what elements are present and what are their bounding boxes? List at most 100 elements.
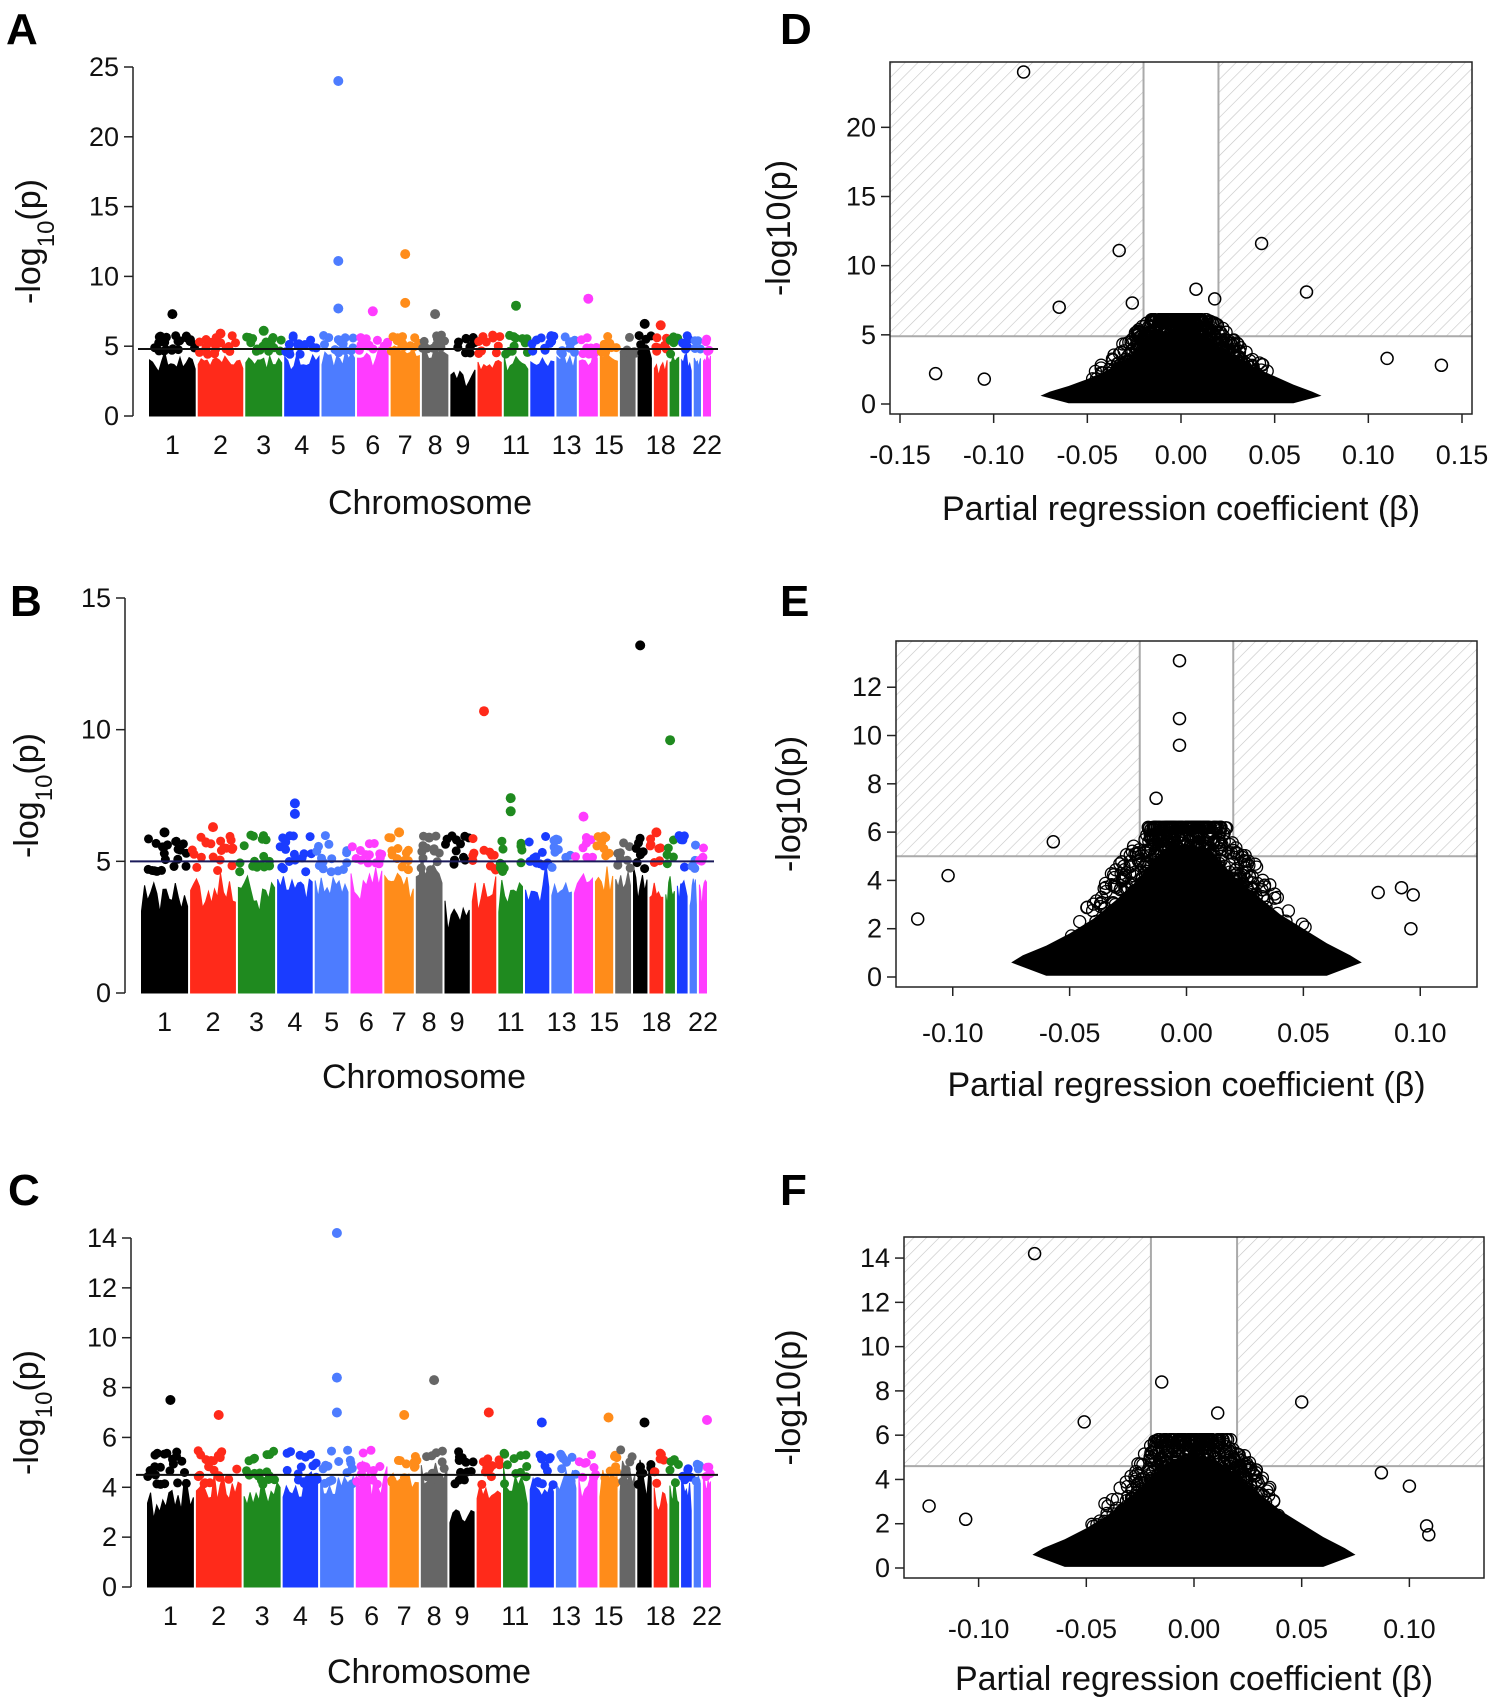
data-point bbox=[284, 346, 294, 356]
data-point bbox=[1158, 337, 1172, 352]
y-tick-label: 0 bbox=[102, 1572, 117, 1602]
highlighted-point bbox=[1380, 351, 1394, 366]
data-point bbox=[235, 858, 245, 868]
chromosome-band-19 bbox=[665, 876, 675, 994]
volcano-panel-f: F 0 2 4 6 8 10 12 14 -0.10 -0.05 0.00 0.05 0.10 -log10… bbox=[770, 1166, 1485, 1698]
y-tick-label: 2 bbox=[875, 1509, 890, 1539]
data-point bbox=[1141, 1485, 1155, 1500]
data-point bbox=[557, 1464, 567, 1474]
chromosome-band-11 bbox=[498, 879, 524, 994]
data-point bbox=[357, 1469, 366, 1479]
peak-point bbox=[430, 309, 441, 320]
data-point bbox=[290, 855, 300, 865]
data-point bbox=[352, 1477, 362, 1486]
x-tick-label: 3 bbox=[256, 430, 271, 460]
data-point bbox=[461, 333, 471, 343]
x-tick-label: 2 bbox=[211, 1601, 226, 1631]
chromosome-band-9 bbox=[449, 1509, 475, 1588]
data-point bbox=[1202, 314, 1217, 328]
data-point bbox=[178, 839, 188, 849]
data-point bbox=[388, 332, 398, 342]
peak-point bbox=[429, 1375, 440, 1386]
data-point bbox=[517, 334, 527, 344]
data-point bbox=[1241, 1463, 1256, 1477]
data-point bbox=[227, 331, 237, 341]
x-tick-label: 0.00 bbox=[1160, 1018, 1213, 1048]
data-point bbox=[604, 848, 614, 858]
data-point bbox=[501, 349, 511, 359]
data-point bbox=[181, 333, 191, 343]
highlighted-point bbox=[1294, 1395, 1309, 1409]
data-point bbox=[248, 831, 258, 841]
chromosome-band-13 bbox=[555, 1469, 577, 1588]
y-axis-title: -log10(p) bbox=[760, 160, 798, 296]
x-tick-label: 9 bbox=[455, 430, 470, 460]
data-point bbox=[1100, 1506, 1114, 1521]
data-point bbox=[1137, 1447, 1152, 1461]
data-point bbox=[301, 867, 311, 877]
data-point bbox=[306, 1449, 315, 1459]
data-point bbox=[694, 1460, 704, 1470]
highlighted-point bbox=[1371, 885, 1385, 900]
x-tick-label: 8 bbox=[428, 430, 443, 460]
chromosome-band-7 bbox=[384, 872, 414, 994]
data-point bbox=[1190, 1432, 1204, 1447]
panel-letter: F bbox=[780, 1166, 807, 1215]
data-point bbox=[364, 839, 374, 849]
data-point bbox=[288, 831, 298, 841]
data-point bbox=[1164, 328, 1178, 342]
scatter-points bbox=[150, 76, 714, 359]
data-point bbox=[511, 1469, 521, 1478]
data-point bbox=[1257, 891, 1271, 906]
data-point bbox=[422, 1472, 432, 1482]
x-tick-label: 15 bbox=[593, 1601, 623, 1631]
peak-point bbox=[511, 300, 521, 311]
x-tick-label: 8 bbox=[422, 1007, 437, 1037]
data-point bbox=[387, 850, 397, 860]
data-point bbox=[1085, 1517, 1099, 1531]
chromosome-band-1 bbox=[149, 350, 196, 417]
data-point bbox=[173, 1478, 183, 1488]
data-point bbox=[343, 1445, 353, 1455]
highlighted-point bbox=[1046, 835, 1061, 849]
data-point bbox=[356, 340, 366, 350]
y-tick-label: 5 bbox=[104, 331, 119, 361]
x-tick-label: 0.05 bbox=[1248, 440, 1301, 470]
x-axis-title: Partial regression coefficient (β) bbox=[955, 1660, 1433, 1698]
data-point bbox=[509, 332, 519, 342]
data-point bbox=[432, 340, 441, 350]
x-tick-label: 1 bbox=[157, 1007, 172, 1037]
x-tick-label: 7 bbox=[397, 1601, 412, 1631]
volcano-cloud bbox=[1032, 1455, 1356, 1567]
y-tick-label: 0 bbox=[867, 962, 882, 992]
data-point bbox=[231, 338, 240, 348]
data-point bbox=[1260, 373, 1274, 388]
y-tick-label: 5 bbox=[96, 846, 111, 876]
data-point bbox=[1236, 853, 1251, 868]
data-point bbox=[571, 852, 580, 862]
data-point bbox=[635, 1469, 645, 1479]
x-axis-title: Chromosome bbox=[328, 484, 532, 522]
data-point bbox=[181, 861, 191, 871]
highlighted-point bbox=[1016, 65, 1031, 79]
chromosome-band-21 bbox=[689, 878, 697, 994]
chromosome-band-19 bbox=[669, 354, 680, 417]
data-point bbox=[619, 838, 629, 848]
data-point bbox=[691, 1476, 701, 1486]
data-point bbox=[509, 1454, 519, 1464]
data-point bbox=[1093, 918, 1107, 932]
data-point bbox=[701, 1472, 711, 1481]
data-point bbox=[1169, 838, 1183, 853]
data-point bbox=[429, 846, 439, 856]
data-point bbox=[1115, 361, 1129, 375]
x-tick-label: 8 bbox=[427, 1601, 442, 1631]
data-point bbox=[1144, 1471, 1158, 1486]
data-point bbox=[1216, 1466, 1231, 1481]
data-point bbox=[201, 1455, 211, 1465]
x-tick-label: -0.15 bbox=[869, 440, 931, 470]
data-point bbox=[633, 1479, 643, 1489]
data-point bbox=[652, 1478, 662, 1488]
data-point bbox=[300, 340, 310, 349]
chromosome-band-2 bbox=[195, 1473, 242, 1588]
data-point bbox=[625, 332, 634, 342]
